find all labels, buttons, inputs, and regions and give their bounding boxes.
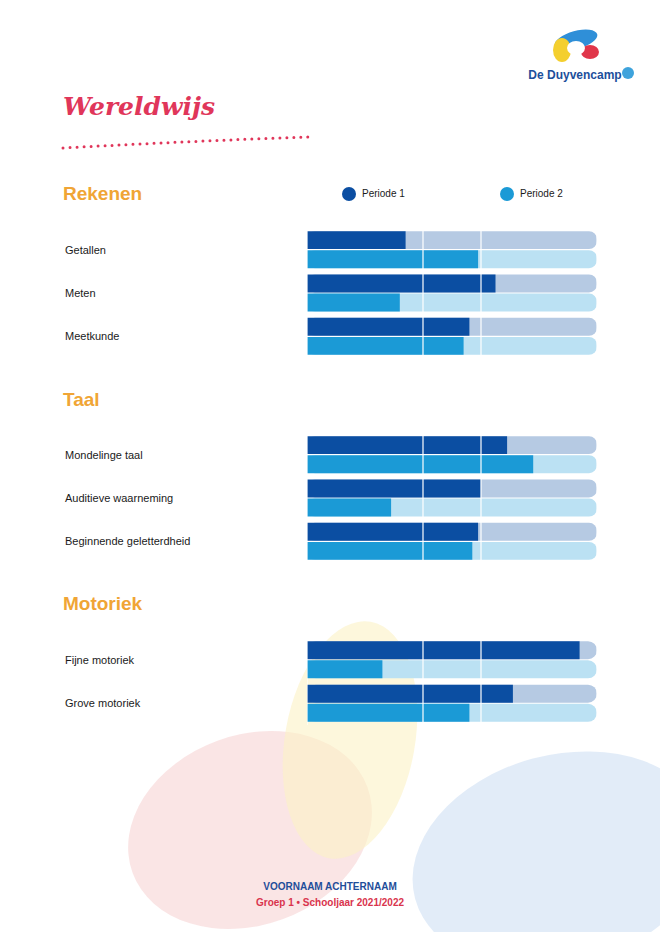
html-text:De Duyvencamp: De Duyvencamp	[528, 68, 622, 82]
svg-text:Beginnende geletterdheid: Beginnende geletterdheid	[65, 535, 190, 547]
html-text:Motoriek: Motoriek	[63, 593, 143, 614]
html-text:Groep 1 • Schooljaar 2021/2022: Groep 1 • Schooljaar 2021/2022	[256, 897, 404, 908]
svg-text:Grove motoriek: Grove motoriek	[65, 697, 141, 709]
html-text:Wereldwijs: Wereldwijs	[63, 92, 216, 121]
svg-text:Mondelinge taal: Mondelinge taal	[65, 449, 143, 461]
html-text:Periode 2: Periode 2	[520, 188, 563, 199]
svg-text:Auditieve waarneming: Auditieve waarneming	[65, 492, 173, 504]
svg-text:Fijne motoriek: Fijne motoriek	[65, 654, 135, 666]
html-text:VOORNAAM ACHTERNAAM: VOORNAAM ACHTERNAAM	[263, 881, 397, 892]
html-text:Taal: Taal	[63, 389, 100, 410]
svg-text:Getallen: Getallen	[65, 244, 106, 256]
svg-text:Meten: Meten	[65, 287, 96, 299]
html-text:Periode 1: Periode 1	[362, 188, 405, 199]
html-text:Rekenen: Rekenen	[63, 183, 143, 204]
svg-text:Meetkunde: Meetkunde	[65, 330, 119, 342]
